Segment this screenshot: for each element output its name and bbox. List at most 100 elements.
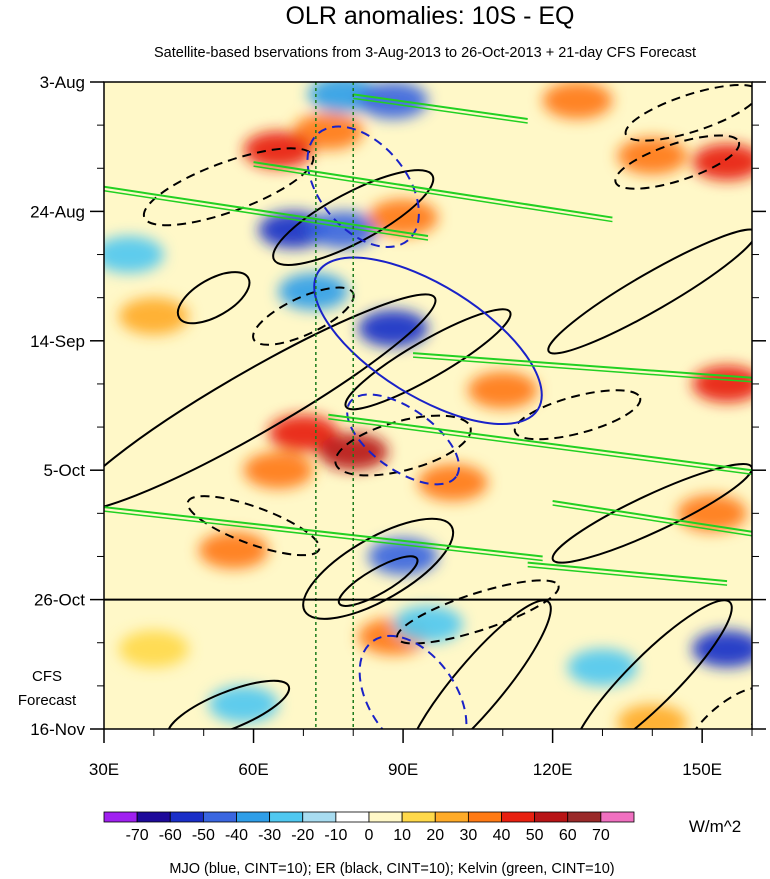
colorbar-swatch [236, 811, 271, 823]
colorbar-swatch [501, 811, 536, 823]
er-contour [167, 679, 291, 729]
anomaly-blob [198, 531, 269, 569]
colorbar-label: -30 [258, 827, 281, 844]
anomaly-blob [118, 297, 189, 335]
colorbar-swatch [335, 811, 370, 823]
colorbar-units: W/m^2 [689, 817, 741, 836]
colorbar: -70 -60 -50 -40 -30 -20 -10 0 10 20 30 40 50 60 70 [103, 811, 635, 844]
anomaly-blob [692, 630, 752, 668]
er-contour [396, 579, 560, 645]
anomaly-blob [308, 211, 379, 249]
colorbar-label: 40 [493, 827, 511, 844]
er-contour [614, 134, 741, 190]
kelvin-contour [253, 161, 613, 219]
kelvin-contour [353, 97, 528, 124]
anomaly-blob [208, 685, 279, 723]
anomaly-blob [617, 704, 688, 729]
colorbar-swatch [136, 811, 171, 823]
mjo-contour [313, 256, 543, 426]
y-tick-label: 3-Aug [40, 73, 85, 92]
plot-frame [103, 81, 753, 730]
colorbar-swatch [302, 811, 337, 823]
colorbar-label: -40 [225, 827, 248, 844]
forecast-label-line1: CFS [32, 668, 62, 685]
legend-note: MJO (blue, CINT=10); ER (black, CINT=10)… [169, 861, 614, 877]
colorbar-label: 30 [459, 827, 477, 844]
er-contour [302, 517, 455, 620]
colorbar-label: -20 [291, 827, 314, 844]
anomaly-blob [104, 236, 164, 274]
colorbar-label: -70 [126, 827, 149, 844]
anomaly-blob [418, 464, 488, 502]
colorbar-swatch [534, 811, 569, 823]
y-tick-label: 14-Sep [30, 332, 85, 351]
y-tick-label: 26-Oct [34, 591, 85, 610]
er-contour [186, 495, 321, 557]
colorbar-label: 70 [592, 827, 610, 844]
kelvin-contour [104, 185, 429, 238]
colorbar-swatch [467, 811, 502, 823]
forecast-label-line2: Forecast [18, 692, 77, 709]
kelvin-contour [104, 190, 429, 241]
kelvin-contour [104, 510, 543, 562]
anomaly-blob [542, 82, 613, 119]
kelvin-contour [412, 356, 752, 383]
colorbar-label: -10 [324, 827, 347, 844]
colorbar-label: -60 [159, 827, 182, 844]
colorbar-swatch [169, 811, 204, 823]
y-tick-label: 24-Aug [30, 202, 85, 221]
x-tick-label: 60E [238, 760, 268, 779]
anomaly-blob [243, 451, 314, 489]
chart-subtitle: Satellite-based bservations from 3-Aug-2… [154, 45, 696, 61]
x-tick-label: 90E [388, 760, 418, 779]
kelvin-contour [552, 504, 752, 537]
er-contour [403, 599, 552, 729]
er-contour [337, 555, 419, 607]
anomaly-blob [567, 648, 638, 686]
axes: 3-Aug 24-Aug 14-Sep 5-Oct 26-Oct 16-Nov 30E 60E… [30, 73, 766, 779]
er-contour [176, 271, 251, 325]
x-tick-label: 150E [682, 760, 722, 779]
x-tick-label: 30E [89, 760, 119, 779]
er-contour [513, 389, 642, 441]
y-tick-label: 5-Oct [43, 461, 85, 480]
colorbar-swatch [103, 811, 138, 823]
mjo-contour [346, 393, 461, 486]
colorbar-swatch [368, 811, 403, 823]
chart-title: OLR anomalies: 10S - EQ [285, 2, 574, 30]
kelvin-contour [552, 500, 752, 533]
colorbar-swatch [434, 811, 469, 823]
kelvin-contour [527, 561, 728, 583]
er-contour [624, 83, 752, 142]
kelvin-contour [412, 352, 752, 379]
anomaly-blob [467, 371, 538, 409]
er-contour [686, 686, 752, 729]
colorbar-swatch [202, 811, 237, 823]
colorbar-swatch [401, 811, 436, 823]
anomaly-blob [393, 605, 463, 643]
anomaly-blob [268, 414, 339, 452]
colorbar-swatch [600, 811, 635, 823]
colorbar-label: 50 [526, 827, 544, 844]
anomaly-blob [358, 309, 428, 347]
colorbar-label: 10 [393, 827, 411, 844]
x-tick-label: 120E [533, 760, 573, 779]
anomaly-blob [692, 143, 752, 181]
kelvin-contour [527, 565, 728, 586]
er-contour [334, 414, 472, 477]
wave-contours [104, 83, 752, 729]
colorbar-swatch [567, 811, 602, 823]
anomaly-blob [293, 112, 364, 150]
kelvin-contour [328, 413, 752, 472]
er-contour [142, 147, 315, 227]
colorbar-swatch [269, 811, 304, 823]
colorbar-label: 0 [365, 827, 374, 844]
er-contour [571, 599, 733, 729]
er-contour [272, 169, 435, 266]
er-contour [547, 228, 752, 355]
anomaly-blob [318, 433, 389, 471]
anomaly-blob [617, 137, 688, 175]
kelvin-contour [353, 93, 528, 120]
anomaly-blob [258, 211, 329, 249]
